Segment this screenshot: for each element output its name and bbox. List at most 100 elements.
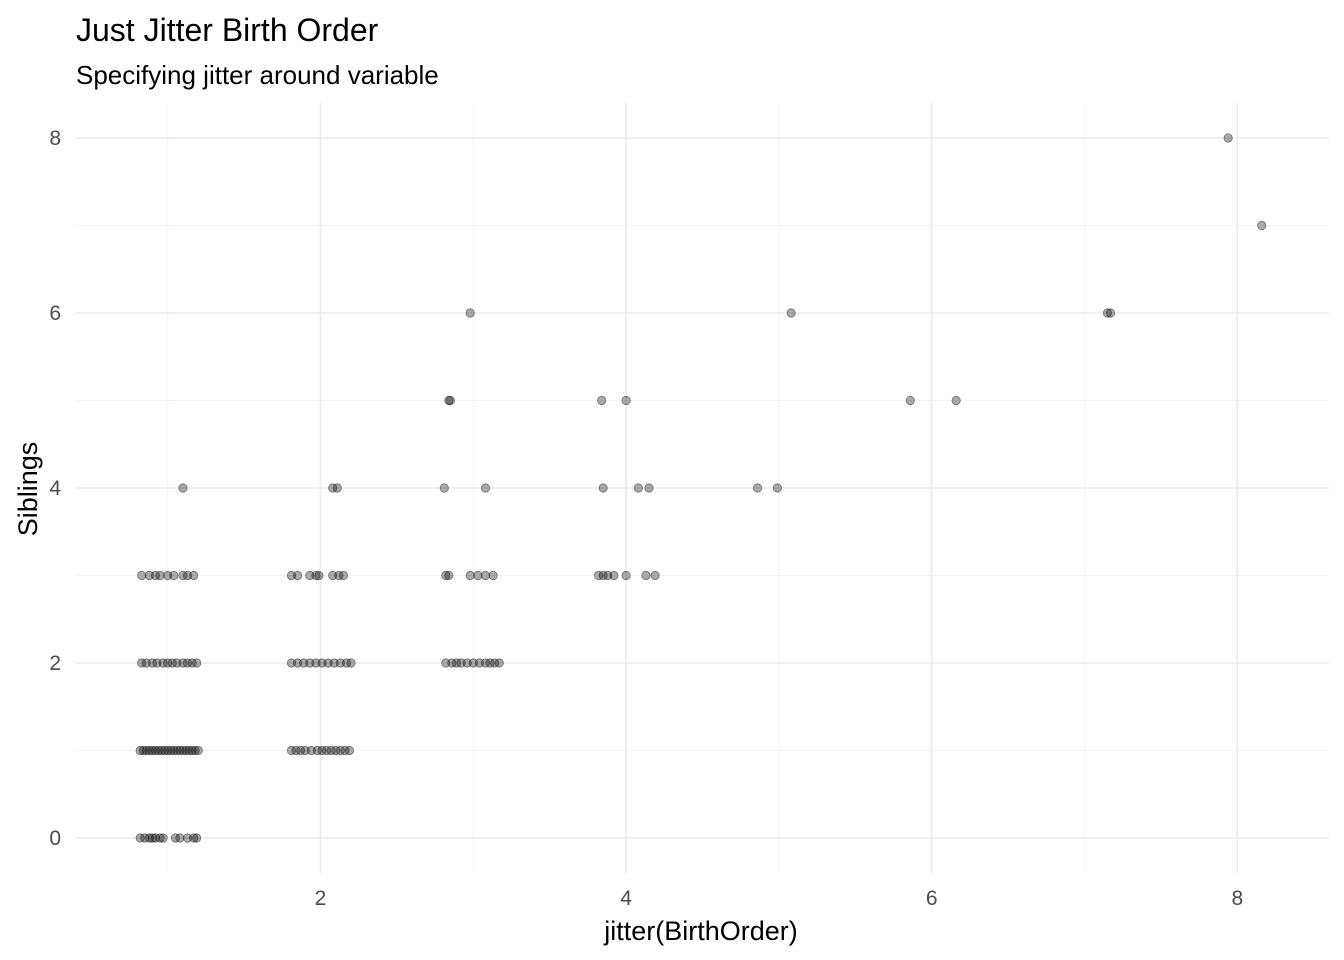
data-point — [621, 570, 631, 581]
data-point — [439, 483, 449, 493]
data-point — [166, 745, 176, 756]
y-tick-label: 2 — [49, 652, 61, 675]
data-point — [444, 570, 454, 581]
data-point — [488, 570, 498, 581]
data-point — [786, 308, 796, 318]
data-point — [480, 483, 491, 493]
data-point — [609, 570, 619, 581]
data-point — [328, 570, 338, 581]
data-point — [641, 570, 651, 581]
data-point — [306, 745, 316, 756]
data-point — [286, 570, 297, 581]
data-point — [187, 658, 197, 668]
data-point — [314, 570, 324, 581]
data-point — [300, 745, 310, 756]
data-point — [152, 658, 162, 668]
data-point — [163, 658, 173, 668]
data-point — [135, 745, 145, 756]
y-tick-label: 0 — [49, 827, 61, 850]
data-point — [137, 570, 147, 581]
data-point — [951, 395, 961, 406]
data-point — [494, 658, 504, 668]
data-point — [182, 570, 193, 581]
y-axis-title: Siblings — [13, 442, 43, 537]
data-point — [178, 570, 188, 581]
data-point — [160, 745, 170, 756]
data-point — [292, 658, 303, 668]
data-point — [155, 570, 165, 581]
plot-grid — [76, 103, 1329, 873]
chart-subtitle: Specifying jitter around variable — [76, 60, 439, 90]
data-point — [192, 833, 202, 843]
x-axis-title: jitter(BirthOrder) — [603, 916, 798, 946]
data-point — [286, 658, 297, 668]
data-point — [167, 658, 177, 668]
data-point — [305, 570, 315, 581]
data-point — [153, 745, 164, 756]
data-point — [156, 745, 167, 756]
data-point — [344, 745, 355, 756]
data-point — [158, 833, 168, 843]
data-point — [480, 570, 491, 581]
y-axis-ticks: 0 2 4 6 8 — [49, 127, 61, 850]
data-point — [341, 658, 352, 668]
data-point — [335, 745, 345, 756]
data-point — [772, 483, 782, 493]
y-tick-label: 6 — [49, 302, 61, 325]
data-point — [169, 570, 179, 581]
data-point — [175, 833, 185, 843]
data-point — [141, 745, 151, 756]
data-point — [444, 395, 454, 406]
data-point — [286, 745, 297, 756]
data-point — [462, 658, 472, 668]
data-point — [190, 745, 200, 756]
data-point — [144, 833, 154, 843]
data-point — [905, 395, 915, 406]
data-point — [158, 658, 168, 668]
data-point — [473, 570, 483, 581]
data-point — [633, 483, 643, 493]
data-point — [447, 658, 457, 668]
data-point — [147, 658, 158, 668]
data-point — [135, 833, 145, 843]
data-point — [312, 745, 323, 756]
data-point — [291, 745, 301, 756]
data-point — [441, 658, 451, 668]
data-point — [178, 658, 188, 668]
x-tick-label: 4 — [620, 887, 632, 910]
data-point — [189, 570, 199, 581]
data-point — [155, 833, 165, 843]
data-point — [140, 833, 150, 843]
data-point — [292, 570, 303, 581]
data-point — [474, 658, 485, 668]
data-point — [650, 570, 660, 581]
data-point — [328, 483, 338, 493]
data-point — [752, 483, 763, 493]
data-point — [182, 658, 193, 668]
data-point — [182, 833, 193, 843]
data-point — [331, 745, 341, 756]
data-point — [172, 745, 182, 756]
data-point — [192, 658, 202, 668]
data-point — [335, 658, 345, 668]
data-point — [326, 745, 336, 756]
data-point — [317, 745, 327, 756]
data-point — [184, 745, 194, 756]
data-point — [170, 833, 180, 843]
data-point — [150, 745, 161, 756]
data-point — [1105, 308, 1116, 318]
data-point — [317, 658, 327, 668]
data-point — [193, 745, 203, 756]
data-point — [465, 308, 475, 318]
data-point — [150, 570, 161, 581]
data-point — [178, 745, 188, 756]
data-point — [305, 658, 315, 668]
data-point — [187, 745, 197, 756]
data-point — [451, 658, 462, 668]
data-point — [144, 570, 154, 581]
data-point — [311, 570, 321, 581]
data-point — [603, 570, 613, 581]
data-point — [597, 395, 607, 406]
x-axis-ticks: 2 4 6 8 — [315, 887, 1244, 910]
